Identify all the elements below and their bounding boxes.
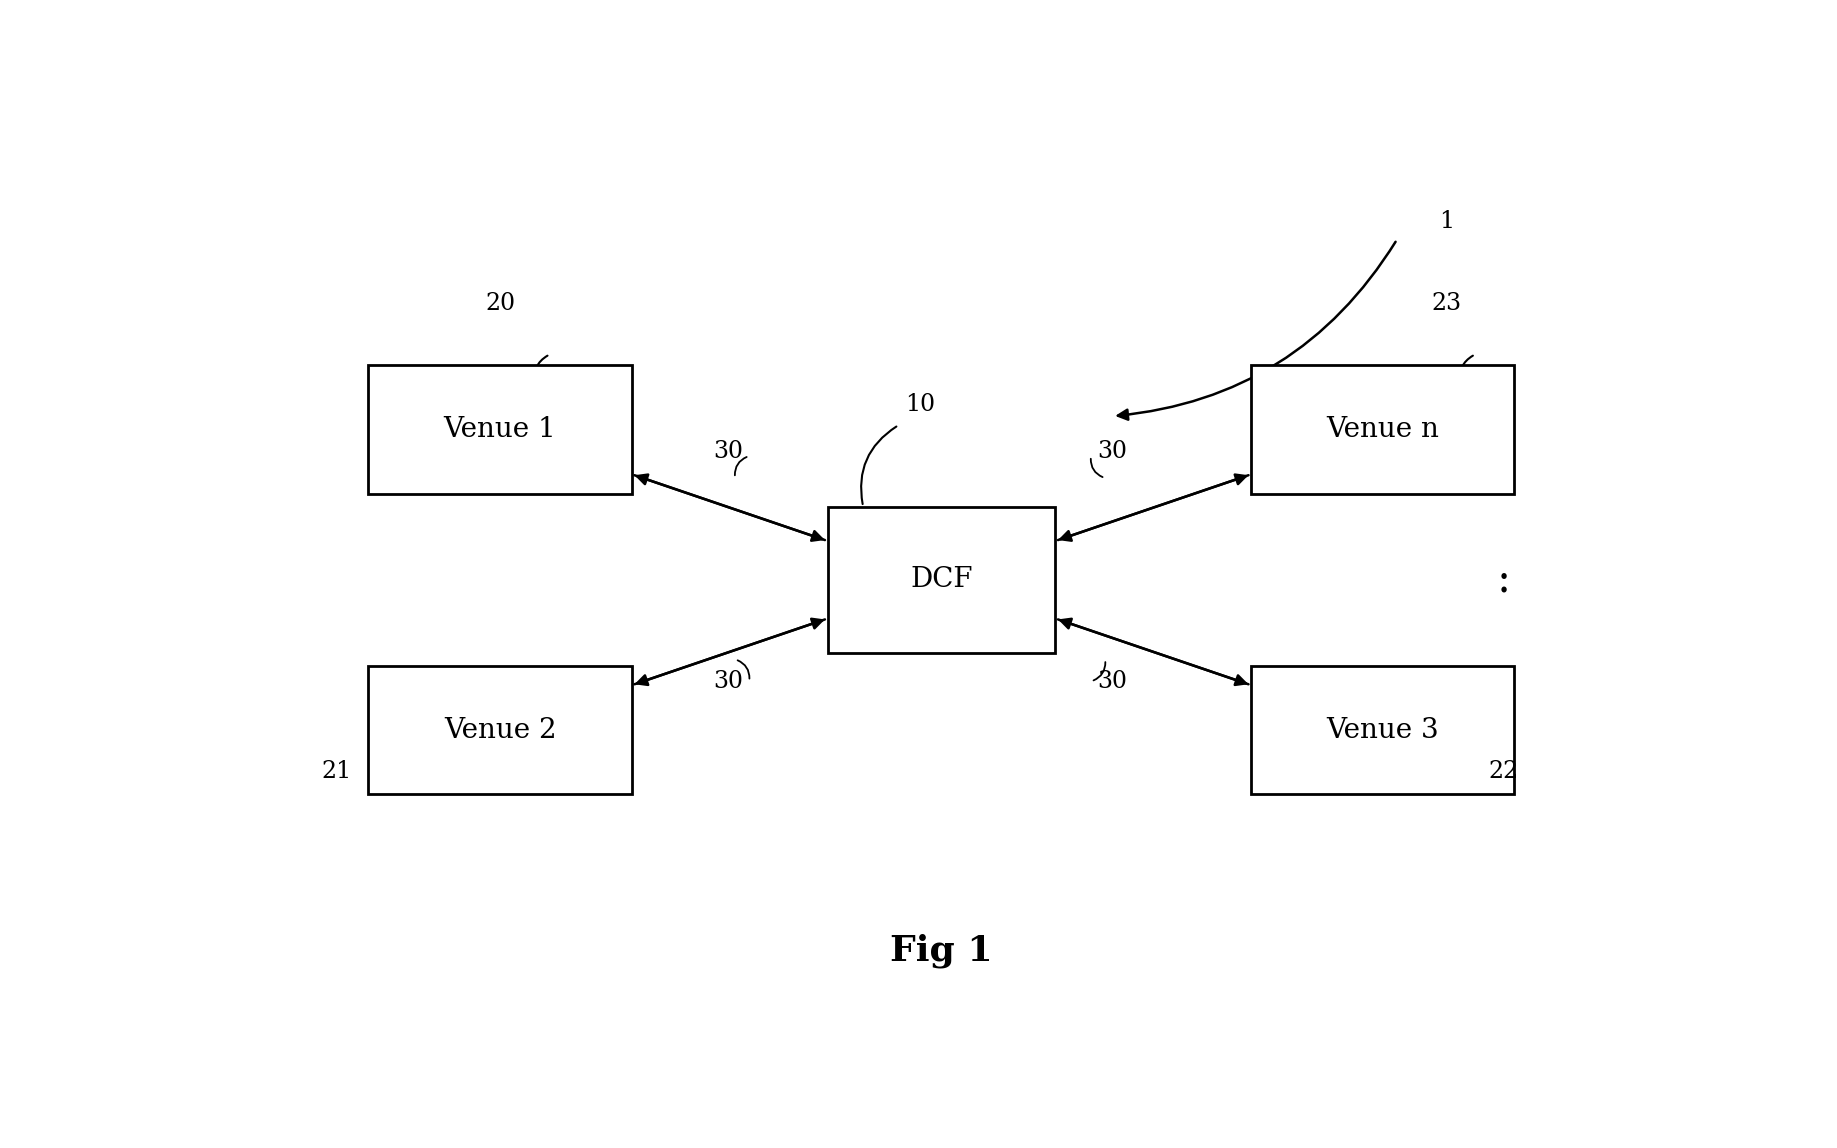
- Text: 23: 23: [1431, 292, 1462, 315]
- Text: 21: 21: [321, 760, 351, 783]
- Text: Fig 1: Fig 1: [891, 933, 992, 968]
- Text: Venue n: Venue n: [1326, 416, 1438, 443]
- Text: 30: 30: [1097, 440, 1128, 463]
- Text: 22: 22: [1488, 760, 1519, 783]
- Text: Venue 1: Venue 1: [445, 416, 557, 443]
- Bar: [369, 666, 632, 794]
- Bar: [827, 506, 1054, 653]
- Text: Venue 3: Venue 3: [1326, 716, 1438, 744]
- Text: 10: 10: [906, 394, 935, 417]
- Text: DCF: DCF: [909, 566, 974, 594]
- Text: 1: 1: [1440, 210, 1455, 233]
- Text: 30: 30: [713, 440, 742, 463]
- Text: :: :: [1497, 559, 1510, 600]
- Bar: [1251, 365, 1514, 494]
- Bar: [369, 365, 632, 494]
- Text: 30: 30: [1097, 670, 1128, 693]
- Bar: [1251, 666, 1514, 794]
- Text: 30: 30: [713, 670, 742, 693]
- Text: Venue 2: Venue 2: [445, 716, 557, 744]
- Text: 20: 20: [485, 292, 514, 315]
